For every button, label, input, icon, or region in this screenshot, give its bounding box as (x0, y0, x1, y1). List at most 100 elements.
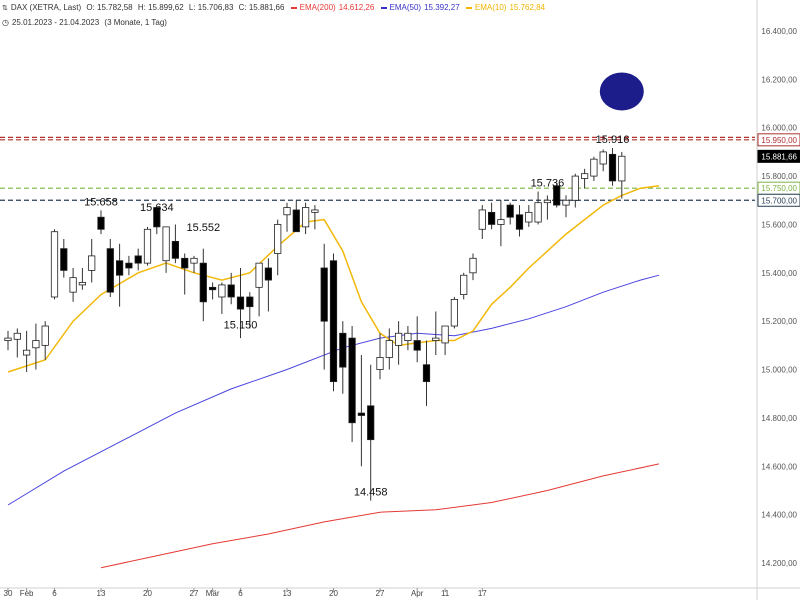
header-line-1: ⇅ DAX (XETRA, Last) O: 15.782,58 H: 15.89… (2, 3, 548, 12)
candle-body (487, 211, 496, 225)
candle-body (329, 260, 338, 383)
x-tick-label: 13 (97, 589, 106, 598)
candle-body (116, 260, 124, 276)
marker-circle (599, 72, 644, 111)
y-tick-label: 15.400,00 (761, 269, 797, 278)
candle-body (339, 332, 347, 368)
ema200-line (100, 463, 660, 569)
candle-body (246, 296, 254, 308)
price-annotation: 15.736 (531, 178, 565, 190)
ema10-label: EMA(10) (474, 3, 507, 12)
x-tick-label: 13 (283, 589, 292, 598)
level-label: 15.750,00 (761, 184, 797, 193)
level-pill-border (757, 193, 800, 207)
instrument-title: DAX (XETRA, Last) (10, 3, 82, 12)
candle-body (553, 185, 561, 206)
clock-icon: ◷ (2, 18, 9, 27)
x-tick-label: 6 (52, 589, 57, 598)
price-annotation: 15.552 (186, 222, 220, 234)
level-label: 15.700,00 (761, 196, 797, 205)
candle-body (357, 412, 366, 416)
candle-body (106, 248, 114, 293)
candle-body (460, 274, 468, 295)
candle-body (348, 337, 356, 424)
candle-body (171, 240, 179, 259)
candle-body (292, 209, 300, 233)
x-tick-label: 27 (190, 589, 199, 598)
price-annotation: 14.458 (354, 487, 388, 499)
candle-body (4, 337, 12, 341)
candle-body (88, 255, 96, 271)
candle-body (50, 231, 59, 298)
y-tick-label: 14.200,00 (761, 559, 797, 568)
candle-body (608, 153, 617, 182)
x-tick-label: 27 (376, 589, 385, 598)
candle-body (218, 284, 226, 298)
candle-body (153, 207, 161, 228)
candle-body (450, 299, 459, 327)
candle-body (208, 286, 217, 291)
high-value: H: 15.899,62 (137, 3, 184, 12)
candle-body (264, 267, 273, 281)
candle-body (422, 364, 431, 383)
ema50-value: 15.392,27 (424, 3, 460, 12)
candle-body (562, 199, 570, 206)
open-value: O: 15.782,58 (86, 3, 133, 12)
candle-body (255, 262, 263, 288)
price-annotation: 15.916 (596, 134, 630, 146)
candle-body (469, 257, 477, 274)
candle-body (497, 219, 505, 225)
chart-header: ⇅ DAX (XETRA, Last) O: 15.782,58 H: 15.89… (0, 0, 760, 32)
x-tick-label: 20 (329, 589, 338, 598)
level-pill-border (757, 133, 800, 147)
candle-body (367, 405, 375, 441)
candle-body (60, 248, 68, 271)
candle-body (320, 267, 328, 322)
y-tick-label: 16.200,00 (761, 75, 797, 84)
y-tick-label: 14.600,00 (761, 462, 797, 471)
price-annotation: 15.634 (140, 202, 174, 214)
y-tick-label: 16.400,00 (761, 27, 797, 36)
candle-body (190, 257, 198, 264)
candle-body (394, 332, 403, 346)
candle-body (181, 257, 189, 269)
x-tick-label: 30 (4, 589, 13, 598)
candle-body (199, 262, 207, 303)
candle-body (13, 332, 21, 340)
candle-body (543, 199, 552, 204)
candle-body (125, 262, 133, 269)
ema200-label: EMA(200) (299, 3, 336, 12)
ema10-swatch (465, 6, 472, 9)
low-value: L: 15.706,83 (188, 3, 234, 12)
candle-body (78, 282, 86, 286)
y-tick-label: 16.000,00 (761, 124, 797, 133)
last-price-pill (757, 149, 800, 163)
ema50-label: EMA(50) (389, 3, 422, 12)
candle-body (413, 340, 421, 351)
y-tick-label: 15.000,00 (761, 366, 797, 375)
ema200-value: 14.612,26 (338, 3, 375, 12)
candle-body (301, 207, 310, 228)
candle-body (22, 349, 31, 356)
candle-body (311, 209, 319, 213)
ema50-swatch (380, 6, 387, 9)
candle-body (599, 151, 607, 165)
level-label: 15.950,00 (761, 136, 797, 145)
candle-body (571, 175, 579, 201)
candle-body (515, 214, 524, 230)
candle-body (97, 216, 105, 230)
instrument-icon: ⇅ (2, 5, 8, 12)
candle-body (441, 325, 449, 344)
x-tick-label: 11 (441, 589, 450, 598)
candle-body (134, 255, 142, 264)
x-tick-label: 20 (143, 589, 152, 598)
ema200-swatch (290, 6, 297, 9)
price-annotation: 15.150 (224, 319, 258, 331)
y-tick-label: 15.600,00 (761, 220, 797, 229)
header-line-2: ◷ 25.01.2023 - 21.04.2023 (3 Monate, 1 Ta… (2, 18, 170, 27)
candle-body (283, 207, 291, 216)
candle-body (590, 158, 598, 177)
candle-body (236, 296, 245, 310)
price-annotation: 15.658 (84, 196, 118, 208)
